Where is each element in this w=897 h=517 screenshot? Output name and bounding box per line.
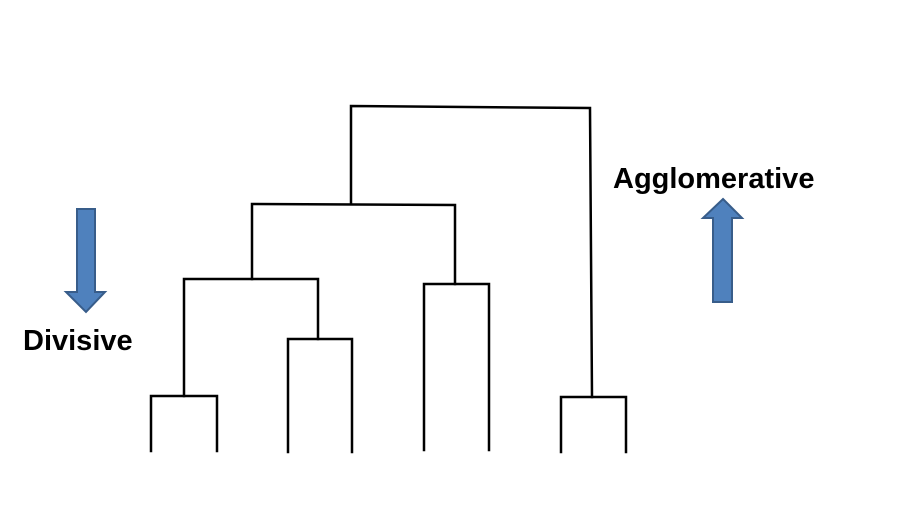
agglomerative-label: Agglomerative bbox=[613, 163, 815, 195]
leaf-pair-3 bbox=[422, 282, 491, 452]
root-link bbox=[349, 104, 594, 399]
divisive-label: Divisive bbox=[23, 325, 133, 357]
leaf-pair-4 bbox=[559, 395, 628, 454]
left-subtree-link bbox=[250, 202, 457, 286]
leaf-pair-2 bbox=[286, 337, 354, 454]
left-pair-link bbox=[182, 277, 320, 398]
down-arrow-icon bbox=[63, 208, 108, 314]
leaf-pair-1 bbox=[149, 394, 219, 453]
up-arrow-icon bbox=[700, 197, 745, 303]
dendrogram bbox=[149, 104, 628, 454]
